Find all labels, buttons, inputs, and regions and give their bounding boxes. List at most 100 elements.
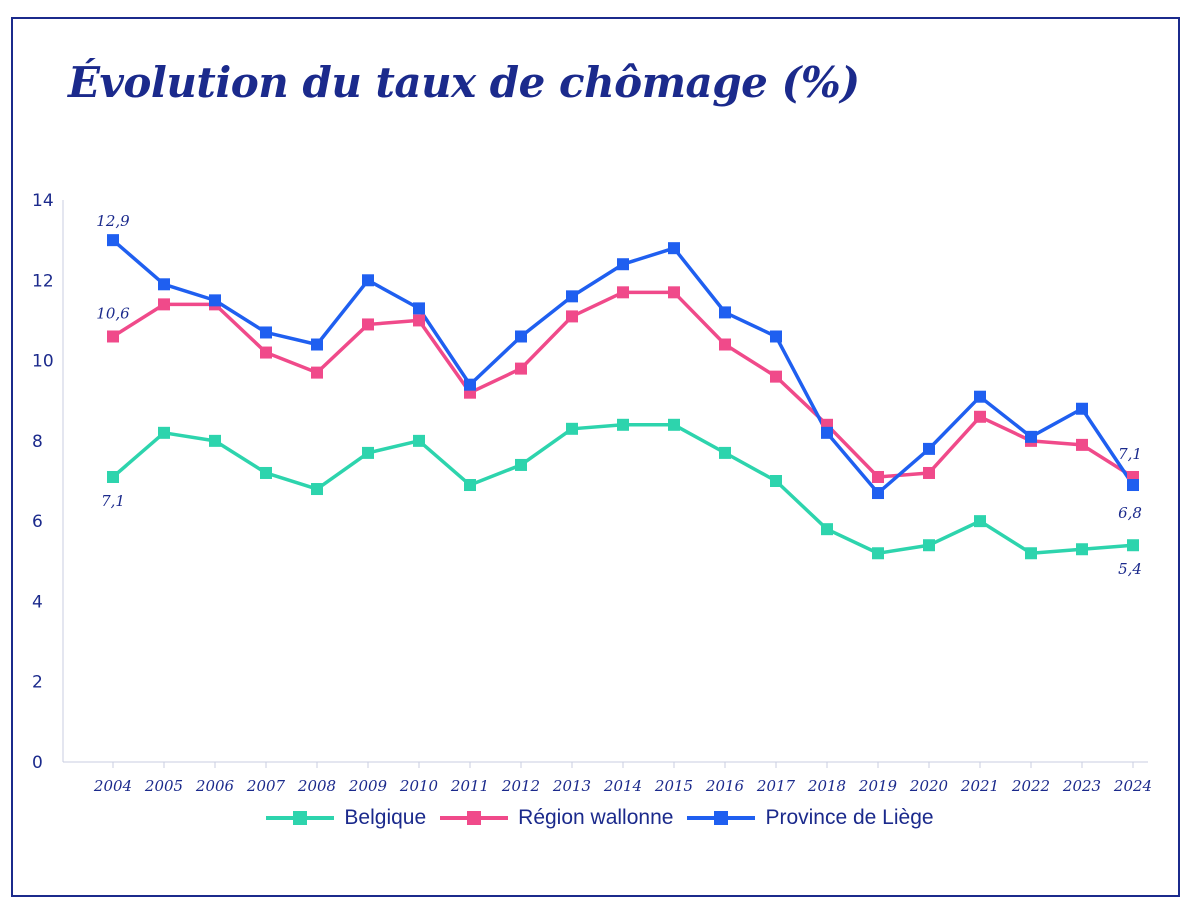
y-tick-label-2: 2 xyxy=(32,673,43,693)
point-province-de-liege-2019 xyxy=(872,487,884,500)
point-region-wallonne-2021 xyxy=(974,410,986,423)
point-province-de-liege-2013 xyxy=(566,290,578,303)
point-province-de-liege-2024 xyxy=(1127,479,1139,492)
point-province-de-liege-2018 xyxy=(821,426,833,439)
legend-label-region-wallonne: Région wallonne xyxy=(518,806,674,829)
x-tick-label-2008: 2008 xyxy=(297,777,336,795)
point-belgique-2017 xyxy=(770,475,782,487)
point-belgique-2022 xyxy=(1025,547,1037,560)
series-markers xyxy=(107,234,1139,560)
x-tick-label-2019: 2019 xyxy=(858,777,898,795)
point-belgique-2014 xyxy=(617,418,629,431)
point-region-wallonne-2015 xyxy=(668,286,680,299)
point-province-de-liege-2005 xyxy=(158,278,170,291)
point-region-wallonne-2019 xyxy=(872,470,884,483)
point-belgique-2006 xyxy=(209,434,221,447)
point-province-de-liege-2007 xyxy=(260,326,272,339)
point-belgique-2007 xyxy=(260,466,272,479)
point-region-wallonne-2004 xyxy=(107,330,119,343)
chart-title: Évolution du taux de chômage (%) xyxy=(68,58,860,107)
point-region-wallonne-2010 xyxy=(413,314,425,327)
y-tick-label-14: 14 xyxy=(32,191,54,211)
point-belgique-2016 xyxy=(719,446,731,459)
x-tick-label-2009: 2009 xyxy=(348,777,388,795)
legend-item-region-wallonne: Région wallonne xyxy=(440,806,673,830)
data-labels: 12,9 10,6 7,1 7,1 6,8 5,4 xyxy=(96,212,1142,578)
x-tick-label-2014: 2014 xyxy=(603,777,642,795)
y-tick-label-4: 4 xyxy=(32,592,43,612)
point-province-de-liege-2004 xyxy=(107,234,119,247)
data-label-province-de-liege-2024: 6,8 xyxy=(1118,504,1142,522)
legend-label-province-de-liege: Province de Liège xyxy=(765,806,934,829)
point-belgique-2024 xyxy=(1127,539,1139,552)
x-tick-label-2016: 2016 xyxy=(705,777,745,795)
point-belgique-2012 xyxy=(515,458,527,471)
x-axis-ticks: 2004 2005 2006 2007 2008 2009 2010 2011 2012 2013… xyxy=(93,762,1152,795)
point-belgique-2018 xyxy=(821,523,833,536)
point-region-wallonne-2013 xyxy=(566,310,578,323)
x-tick-label-2011: 2011 xyxy=(450,777,489,795)
point-province-de-liege-2006 xyxy=(209,294,221,307)
legend-swatch-belgique xyxy=(266,808,335,828)
point-belgique-2023 xyxy=(1076,543,1088,556)
data-label-province-de-liege-2004: 12,9 xyxy=(96,212,130,230)
legend-label-belgique: Belgique xyxy=(344,806,427,829)
legend: Belgique Région wallonne Province de Liè… xyxy=(0,806,1200,830)
data-label-region-wallonne-2004: 10,6 xyxy=(96,304,130,322)
point-province-de-liege-2015 xyxy=(668,242,680,255)
point-belgique-2004 xyxy=(107,470,119,483)
data-label-belgique-2004: 7,1 xyxy=(101,492,125,510)
legend-item-belgique: Belgique xyxy=(266,806,426,830)
y-tick-label-6: 6 xyxy=(32,512,43,532)
point-belgique-2010 xyxy=(413,434,425,447)
chart-frame xyxy=(11,17,1180,897)
y-tick-label-12: 12 xyxy=(32,271,54,291)
point-region-wallonne-2005 xyxy=(158,298,170,311)
x-tick-label-2017: 2017 xyxy=(756,777,796,795)
y-tick-label-0: 0 xyxy=(32,753,43,773)
point-belgique-2013 xyxy=(566,422,578,435)
point-province-de-liege-2009 xyxy=(362,274,374,287)
point-belgique-2015 xyxy=(668,418,680,431)
legend-swatch-region-wallonne xyxy=(440,808,509,828)
y-tick-label-8: 8 xyxy=(32,432,43,452)
point-province-de-liege-2021 xyxy=(974,390,986,403)
x-tick-label-2013: 2013 xyxy=(552,777,591,795)
point-region-wallonne-2016 xyxy=(719,338,731,351)
x-tick-label-2006: 2006 xyxy=(195,777,235,795)
x-tick-label-2021: 2021 xyxy=(960,777,999,795)
point-province-de-liege-2008 xyxy=(311,338,323,351)
legend-swatch-province-de-liege xyxy=(687,808,756,828)
point-belgique-2019 xyxy=(872,547,884,560)
point-belgique-2009 xyxy=(362,446,374,459)
x-tick-label-2018: 2018 xyxy=(807,777,846,795)
point-region-wallonne-2008 xyxy=(311,366,323,379)
point-region-wallonne-2020 xyxy=(923,466,935,479)
x-tick-label-2004: 2004 xyxy=(93,777,132,795)
point-belgique-2021 xyxy=(974,515,986,528)
legend-item-province-de-liege: Province de Liège xyxy=(687,806,934,830)
point-province-de-liege-2017 xyxy=(770,330,782,343)
point-province-de-liege-2023 xyxy=(1076,402,1088,415)
point-province-de-liege-2010 xyxy=(413,302,425,315)
series-line-region-wallonne xyxy=(112,290,1134,479)
point-region-wallonne-2023 xyxy=(1076,438,1088,451)
point-province-de-liege-2012 xyxy=(515,330,527,343)
point-belgique-2011 xyxy=(464,479,476,492)
point-region-wallonne-2007 xyxy=(260,346,272,359)
point-belgique-2005 xyxy=(158,426,170,439)
x-tick-label-2012: 2012 xyxy=(501,777,540,795)
data-label-region-wallonne-2024: 7,1 xyxy=(1118,445,1142,463)
point-region-wallonne-2014 xyxy=(617,286,629,299)
point-region-wallonne-2009 xyxy=(362,318,374,331)
series-line-belgique xyxy=(111,423,1134,556)
point-region-wallonne-2017 xyxy=(770,370,782,383)
x-tick-label-2005: 2005 xyxy=(144,777,183,795)
x-tick-label-2020: 2020 xyxy=(909,777,949,795)
point-province-de-liege-2011 xyxy=(464,378,476,391)
series-line-province-de-liege xyxy=(111,238,1135,495)
point-region-wallonne-2012 xyxy=(515,362,527,375)
point-province-de-liege-2016 xyxy=(719,306,731,319)
point-belgique-2008 xyxy=(311,483,323,496)
